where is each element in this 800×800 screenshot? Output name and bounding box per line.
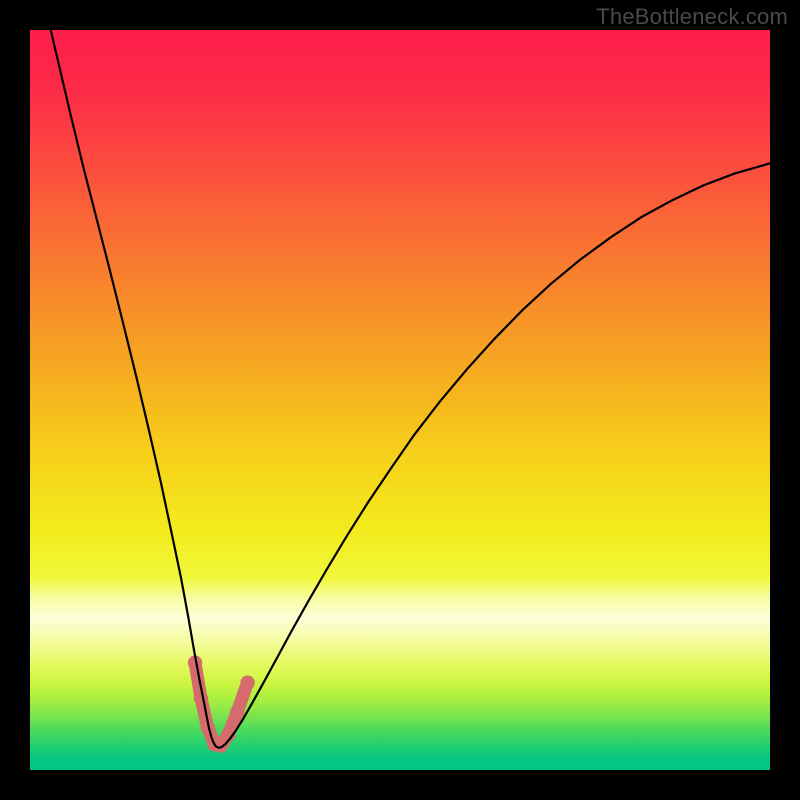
bottleneck-chart bbox=[30, 30, 770, 770]
minimum-marker-dot bbox=[240, 675, 254, 689]
minimum-marker-dot bbox=[230, 705, 244, 719]
minimum-marker-dot bbox=[194, 691, 208, 705]
chart-stage: TheBottleneck.com bbox=[0, 0, 800, 800]
watermark-text: TheBottleneck.com bbox=[596, 4, 788, 30]
